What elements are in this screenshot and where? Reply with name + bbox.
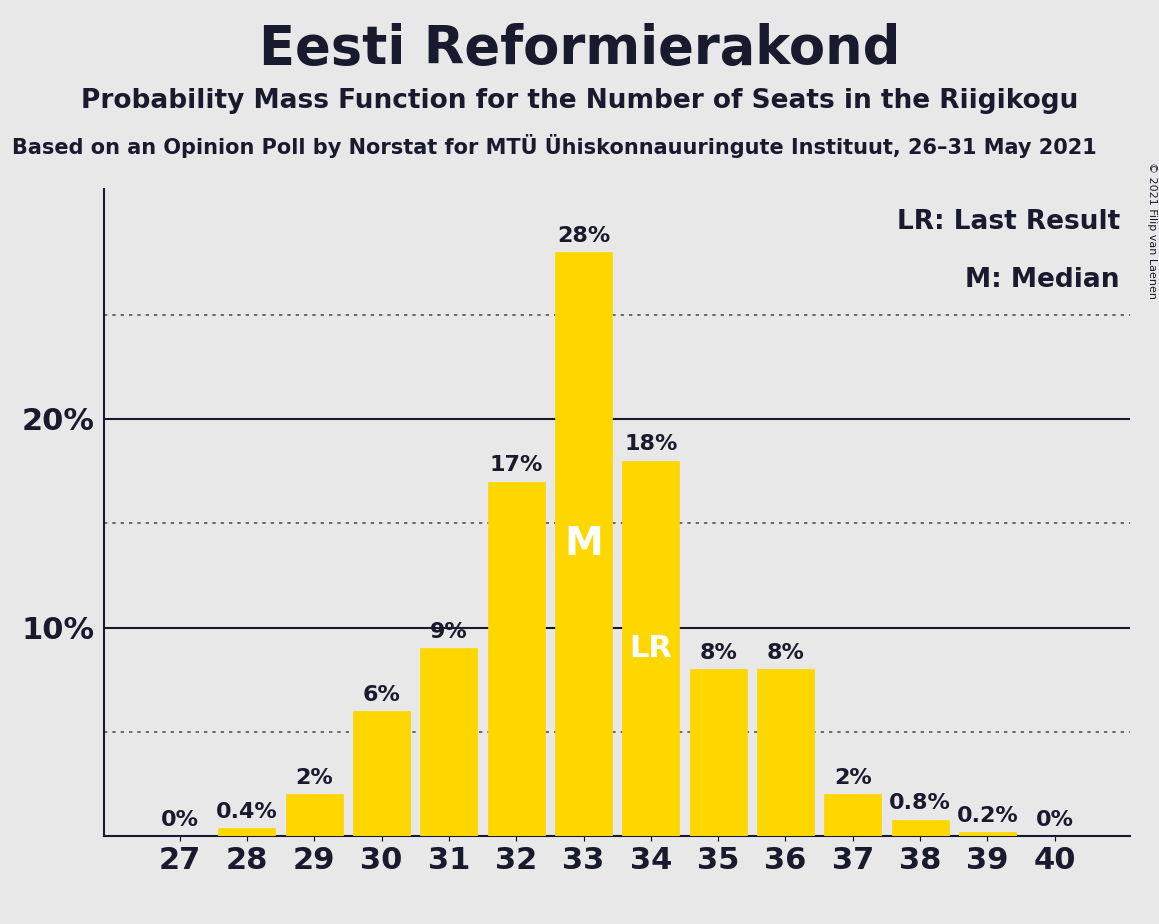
Bar — [352, 711, 410, 836]
Text: Based on an Opinion Poll by Norstat for MTÜ Ühiskonnauuringute Instituut, 26–31 : Based on an Opinion Poll by Norstat for … — [12, 134, 1096, 158]
Bar — [690, 669, 746, 836]
Text: Eesti Reformierakond: Eesti Reformierakond — [258, 23, 901, 75]
Bar — [555, 252, 612, 836]
Bar — [622, 461, 679, 836]
Bar — [285, 795, 343, 836]
Text: 9%: 9% — [430, 622, 468, 642]
Bar — [488, 481, 545, 836]
Text: 28%: 28% — [556, 225, 610, 246]
Text: M: M — [564, 525, 603, 563]
Text: 8%: 8% — [766, 643, 804, 663]
Text: 6%: 6% — [363, 685, 401, 705]
Text: Probability Mass Function for the Number of Seats in the Riigikogu: Probability Mass Function for the Number… — [81, 88, 1078, 114]
Text: 0%: 0% — [1036, 810, 1073, 830]
Bar — [218, 828, 276, 836]
Text: LR: LR — [629, 634, 672, 663]
Text: 0%: 0% — [161, 810, 198, 830]
Bar — [824, 795, 882, 836]
Text: 17%: 17% — [489, 456, 542, 475]
Bar — [757, 669, 814, 836]
Text: 0.2%: 0.2% — [956, 806, 1019, 826]
Bar — [958, 832, 1016, 836]
Bar — [891, 820, 949, 836]
Text: 2%: 2% — [834, 768, 872, 788]
Text: 0.4%: 0.4% — [216, 802, 278, 821]
Text: LR: Last Result: LR: Last Result — [897, 209, 1120, 235]
Text: © 2021 Filip van Laenen: © 2021 Filip van Laenen — [1146, 163, 1157, 299]
Text: 0.8%: 0.8% — [889, 794, 952, 813]
Text: 18%: 18% — [625, 434, 678, 455]
Text: 8%: 8% — [699, 643, 737, 663]
Text: 2%: 2% — [296, 768, 333, 788]
Bar — [421, 649, 478, 836]
Text: M: Median: M: Median — [965, 267, 1120, 293]
